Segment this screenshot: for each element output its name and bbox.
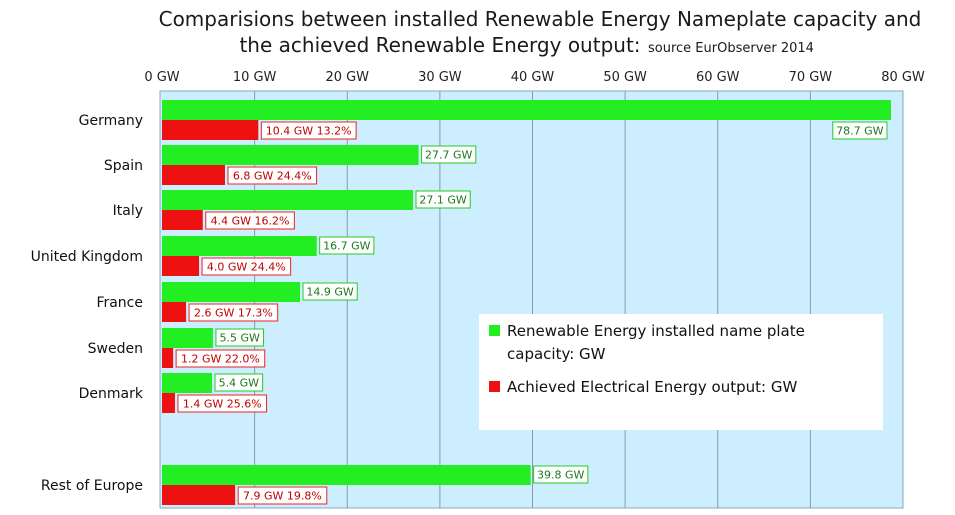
installed-data-label: 27.1 GW (419, 194, 467, 207)
x-tick-label: 10 GW (233, 70, 277, 85)
energy-output-bar (162, 165, 225, 185)
energy-output-bar (162, 348, 174, 368)
energy-output-bar (162, 120, 259, 140)
legend-swatch-installed (489, 325, 500, 336)
output-data-label: 1.4 GW 25.6% (183, 398, 262, 411)
output-data-label: 6.8 GW 24.4% (233, 170, 312, 183)
energy-output-bar (162, 485, 236, 505)
data-labels: 78.7 GW 10.4 GW 13.2% 27.7 GW 6.8 GW 24.4% 2… (175, 121, 888, 505)
legend-label-installed-line1: Renewable Energy installed name plate (507, 322, 805, 340)
category-label: United Kingdom (31, 249, 143, 265)
category-label: Spain (104, 158, 143, 174)
output-label-box (188, 303, 279, 322)
installed-label-box (421, 145, 477, 164)
x-tick-label: 20 GW (325, 70, 369, 85)
legend-label-output: Achieved Electrical Energy output: GW (507, 378, 797, 396)
output-label-box (201, 257, 292, 276)
x-tick-label: 60 GW (696, 70, 740, 85)
installed-label-box (215, 328, 265, 347)
output-label-box (177, 394, 268, 413)
output-label-box (175, 349, 266, 368)
x-tick-label: 40 GW (511, 70, 555, 85)
output-data-label: 4.0 GW 24.4% (207, 261, 286, 274)
installed-data-label: 5.5 GW (220, 332, 261, 345)
category-label: Germany (79, 113, 143, 129)
output-label-box (260, 121, 357, 140)
category-label: Rest of Europe (41, 478, 143, 494)
installed-label-box (415, 190, 471, 209)
category-labels: Germany Spain Italy United Kingdom France Swe… (31, 113, 144, 494)
installed-data-label: 39.8 GW (537, 469, 585, 482)
output-data-label: 1.2 GW 22.0% (181, 353, 260, 366)
category-label: France (96, 295, 143, 311)
legend-label-installed-line2: capacity: GW (507, 345, 606, 363)
energy-output-bar (162, 393, 175, 413)
x-tick-label: 70 GW (789, 70, 833, 85)
category-label: Italy (113, 203, 143, 219)
installed-data-label: 27.7 GW (425, 149, 473, 162)
energy-output-bar (162, 302, 187, 322)
installed-data-label: 78.7 GW (836, 125, 884, 138)
chart-title-line2-group: the achieved Renewable Energy output: so… (239, 33, 813, 57)
installed-capacity-bar (162, 328, 213, 348)
legend-box (479, 314, 883, 430)
energy-output-bar (162, 256, 200, 276)
x-tick-label: 80 GW (881, 70, 925, 85)
installed-capacity-bar (162, 190, 414, 210)
category-label: Denmark (79, 386, 144, 402)
installed-label-box (533, 465, 589, 484)
installed-capacity-bar (162, 465, 531, 485)
installed-data-label: 14.9 GW (306, 286, 354, 299)
energy-output-bar (162, 210, 203, 230)
output-data-label: 2.6 GW 17.3% (194, 307, 273, 320)
x-axis-ticks: 0 GW 10 GW 20 GW 30 GW 40 GW 50 GW 60 GW 70 GW 8… (144, 70, 925, 85)
chart-title-line1: Comparisions between installed Renewable… (159, 7, 922, 31)
installed-capacity-bar (162, 145, 419, 165)
output-label-box (205, 211, 295, 230)
output-data-label: 7.9 GW 19.8% (243, 490, 322, 503)
installed-label-box (319, 236, 375, 255)
chart-source: source EurObserver 2014 (648, 41, 814, 56)
category-label: Sweden (88, 341, 143, 357)
installed-capacity-bar (162, 282, 301, 302)
installed-label-box (832, 121, 888, 140)
output-label-box (237, 486, 328, 505)
installed-capacity-bar (162, 100, 891, 120)
x-tick-label: 50 GW (603, 70, 647, 85)
chart-title-line2: the achieved Renewable Energy output: (239, 33, 640, 57)
x-tick-label: 0 GW (144, 70, 179, 85)
x-tick-label: 30 GW (418, 70, 462, 85)
legend: Renewable Energy installed name plate cap… (479, 314, 883, 430)
legend-swatch-output (489, 381, 500, 392)
installed-label-box (214, 373, 264, 392)
output-label-box (227, 166, 318, 185)
installed-capacity-bar (162, 373, 213, 393)
bars (162, 100, 891, 505)
installed-label-box (302, 282, 358, 301)
output-data-label: 4.4 GW 16.2% (211, 215, 290, 228)
installed-capacity-bar (162, 236, 317, 256)
installed-data-label: 5.4 GW (219, 377, 260, 390)
installed-data-label: 16.7 GW (323, 240, 371, 253)
output-data-label: 10.4 GW 13.2% (266, 125, 352, 138)
